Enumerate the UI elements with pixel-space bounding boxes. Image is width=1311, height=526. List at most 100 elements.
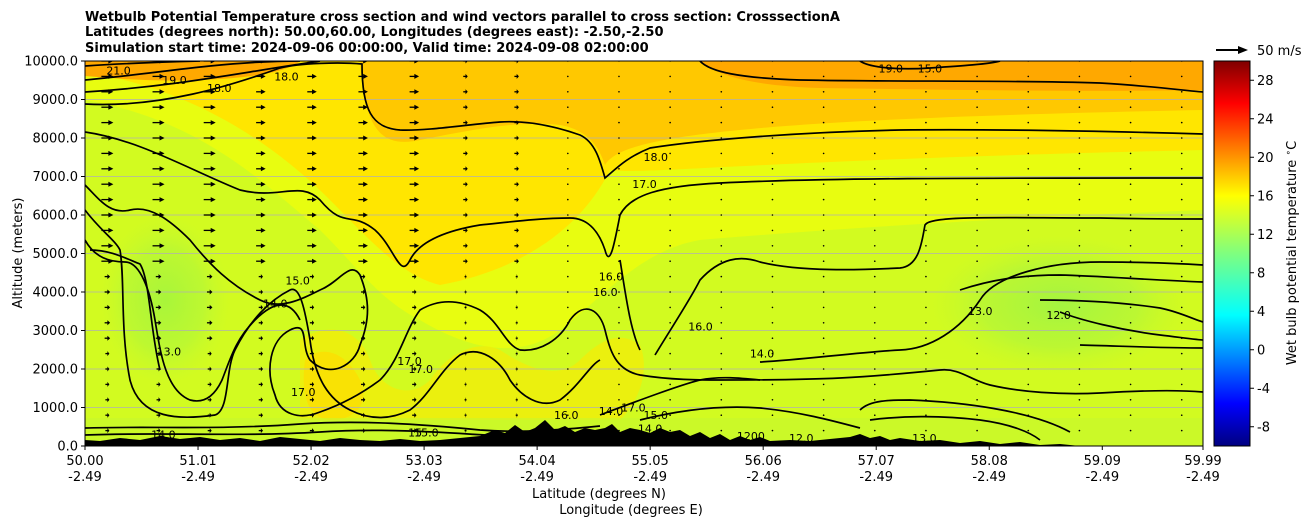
x-tick-lon-10: -2.49 xyxy=(1186,470,1220,485)
wind-arrow xyxy=(925,322,927,324)
wind-arrow xyxy=(925,106,927,108)
contour-label-11: 16.0 xyxy=(593,286,618,299)
wind-arrow xyxy=(771,75,774,78)
x-tick-lon-2: -2.49 xyxy=(294,470,328,485)
wind-arrow xyxy=(976,306,978,309)
contour-label-1: 19.0 xyxy=(162,74,187,87)
wind-arrow xyxy=(256,227,266,233)
x-tick-lon-3: -2.49 xyxy=(407,470,441,485)
wind-arrow xyxy=(873,337,876,340)
wind-arrow xyxy=(822,291,825,293)
wind-arrow xyxy=(720,198,723,201)
wind-arrow xyxy=(1027,245,1030,247)
wind-arrow xyxy=(358,104,368,110)
wind-arrow xyxy=(1078,198,1081,201)
wind-arrow xyxy=(669,168,671,170)
y-tick-label-4: 4000.0 xyxy=(33,286,79,301)
wind-arrow xyxy=(1129,168,1132,170)
contour-low-4 xyxy=(869,415,1041,441)
wind-arrow xyxy=(309,412,315,418)
wind-arrow xyxy=(771,306,774,309)
wind-arrow xyxy=(771,414,774,417)
wind-arrow xyxy=(1129,275,1132,278)
wind-arrow xyxy=(1129,291,1132,293)
wind-arrow xyxy=(669,337,671,340)
wind-arrow xyxy=(669,91,671,93)
wind-arrow xyxy=(822,368,825,370)
wind-arrow xyxy=(464,412,467,418)
wind-arrow xyxy=(618,137,620,139)
wind-arrow xyxy=(463,89,468,95)
contour-low-2 xyxy=(85,429,501,437)
wind-arrow xyxy=(822,183,825,185)
wind-arrow xyxy=(1027,429,1030,432)
wind-arrow xyxy=(720,137,723,139)
wind-arrow xyxy=(873,75,876,78)
wind-arrow xyxy=(1129,229,1132,232)
wind-arrow xyxy=(1129,429,1132,432)
x-tick-lon-8: -2.49 xyxy=(972,470,1006,485)
wind-arrow xyxy=(258,335,264,341)
wind-arrow xyxy=(669,414,671,417)
y-tick-label-8: 8000.0 xyxy=(33,132,79,147)
wind-arrow xyxy=(567,198,569,201)
wind-arrow xyxy=(258,289,264,295)
wind-arrow xyxy=(822,214,825,216)
contour-label-16: 12.0 xyxy=(1046,309,1071,322)
wind-arrow xyxy=(203,212,216,218)
wind-arrow xyxy=(976,91,978,93)
wind-arrow xyxy=(256,258,266,264)
wind-arrow xyxy=(873,121,876,124)
wind-arrow xyxy=(156,428,161,434)
wind-arrow xyxy=(1180,337,1183,340)
contour-label-27: 14.0 xyxy=(151,428,176,441)
wind-arrow xyxy=(1180,168,1183,170)
wind-arrow xyxy=(358,166,368,172)
wind-arrow xyxy=(203,104,216,110)
contour-13b xyxy=(959,274,1203,291)
wind-arrow xyxy=(258,351,264,357)
wind-arrow xyxy=(873,429,876,432)
wind-arrow xyxy=(309,289,315,295)
wind-arrow xyxy=(669,106,671,108)
wind-arrow xyxy=(771,152,774,155)
wind-arrow xyxy=(1078,429,1081,432)
wind-arrow xyxy=(463,73,468,79)
wind-arrow xyxy=(976,214,978,216)
wind-arrow xyxy=(669,260,671,263)
wind-arrow xyxy=(104,274,111,280)
wind-arrow xyxy=(256,150,266,156)
wind-arrow xyxy=(720,75,723,78)
wind-arrow xyxy=(514,61,519,64)
wind-arrow xyxy=(822,121,825,124)
wind-arrow xyxy=(309,304,315,310)
wind-arrow xyxy=(206,289,213,295)
wind-arrow xyxy=(152,104,165,110)
x-tick-lon-1: -2.49 xyxy=(181,470,215,485)
wind-arrow xyxy=(822,322,825,324)
wind-arrow xyxy=(155,274,162,280)
wind-arrow xyxy=(720,260,723,263)
wind-arrow xyxy=(925,198,927,201)
contour-label-20: 14.0 xyxy=(599,405,624,418)
wind-arrow xyxy=(258,397,264,403)
wind-arrow xyxy=(156,351,161,357)
wind-arrow xyxy=(409,61,420,64)
wind-arrow xyxy=(669,214,671,216)
wind-arrow xyxy=(463,227,468,233)
x-axis-ticks: 50.00-2.4951.01-2.4952.02-2.4953.03-2.49… xyxy=(66,446,1222,485)
wind-arrow xyxy=(101,166,114,172)
wind-arrow xyxy=(1078,137,1081,139)
wind-arrow xyxy=(101,197,114,203)
wind-arrow xyxy=(925,168,927,170)
wind-arrow xyxy=(258,320,264,326)
wind-arrow xyxy=(409,258,420,264)
wind-arrow xyxy=(1180,429,1183,432)
wind-arrow xyxy=(720,168,723,170)
wind-arrow xyxy=(1180,229,1183,232)
contour-15 xyxy=(85,209,601,419)
wind-arrow xyxy=(771,183,774,185)
wind-arrow xyxy=(463,181,468,187)
wind-arrow xyxy=(104,289,111,295)
wind-arrow xyxy=(822,306,825,309)
